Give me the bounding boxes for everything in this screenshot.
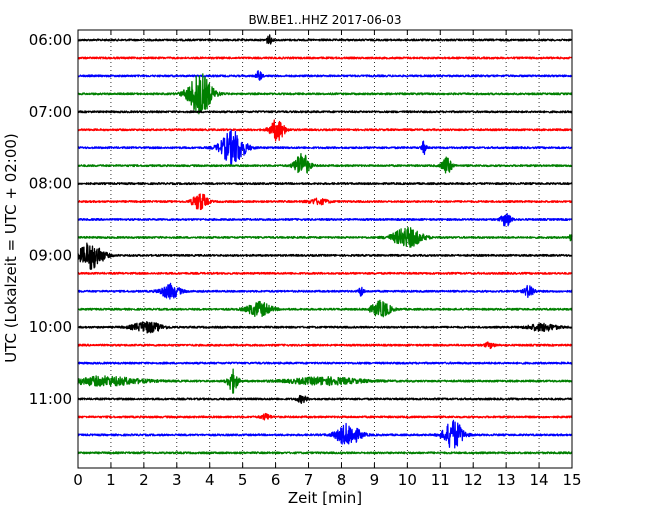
x-tick-label-2: 2 <box>139 471 149 489</box>
trace-7 <box>77 153 573 174</box>
trace-18 <box>77 361 573 365</box>
trace-14 <box>77 282 573 300</box>
trace-21 <box>77 412 573 421</box>
x-tick-label-7: 7 <box>304 471 314 489</box>
trace-group <box>77 34 573 455</box>
y-tick-label-1: 07:00 <box>29 103 72 121</box>
x-axis-label: Zeit [min] <box>288 489 362 507</box>
y-tick-label-2: 08:00 <box>29 175 72 193</box>
y-tick-label-5: 11:00 <box>29 390 72 408</box>
plot-frame <box>77 29 573 469</box>
x-tick-label-6: 6 <box>271 471 281 489</box>
x-tick-label-12: 12 <box>464 471 483 489</box>
x-tick-label-15: 15 <box>562 471 581 489</box>
trace-9 <box>77 193 573 211</box>
trace-2 <box>77 70 573 81</box>
trace-5 <box>77 119 573 142</box>
trace-20 <box>77 394 573 404</box>
x-tick-label-1: 1 <box>106 471 116 489</box>
x-tick-label-0: 0 <box>73 471 83 489</box>
x-tick-label-5: 5 <box>238 471 248 489</box>
trace-4 <box>77 110 573 114</box>
trace-19 <box>77 368 573 394</box>
trace-22 <box>77 419 573 449</box>
x-tick-label-9: 9 <box>370 471 380 489</box>
x-tick-label-10: 10 <box>398 471 417 489</box>
y-tick-label-4: 10:00 <box>29 318 72 336</box>
x-tick-label-13: 13 <box>497 471 516 489</box>
trace-11 <box>77 226 573 248</box>
trace-0 <box>77 34 573 45</box>
trace-3 <box>77 73 573 115</box>
chart-title: BW.BE1..HHZ 2017-06-03 <box>248 13 401 27</box>
x-tick-label-3: 3 <box>172 471 182 489</box>
tick-group: 0 1 2 3 4 5 6 7 8 9 10 11 12 13 14 1506:0007:0008:0009:… <box>29 30 582 489</box>
trace-10 <box>77 212 573 227</box>
y-tick-label-0: 06:00 <box>29 31 72 49</box>
trace-23 <box>77 451 573 455</box>
trace-15 <box>77 299 573 318</box>
trace-8 <box>77 182 573 186</box>
x-tick-label-14: 14 <box>530 471 549 489</box>
y-tick-label-3: 09:00 <box>29 246 72 264</box>
trace-1 <box>77 56 573 60</box>
x-tick-label-4: 4 <box>205 471 215 489</box>
x-tick-label-8: 8 <box>337 471 347 489</box>
y-axis-label: UTC (Lokalzeit = UTC + 02:00) <box>2 133 20 363</box>
x-tick-label-11: 11 <box>431 471 450 489</box>
trace-17 <box>77 341 573 350</box>
trace-12 <box>77 242 573 270</box>
trace-16 <box>77 321 573 334</box>
trace-13 <box>77 271 573 275</box>
trace-6 <box>77 129 573 165</box>
